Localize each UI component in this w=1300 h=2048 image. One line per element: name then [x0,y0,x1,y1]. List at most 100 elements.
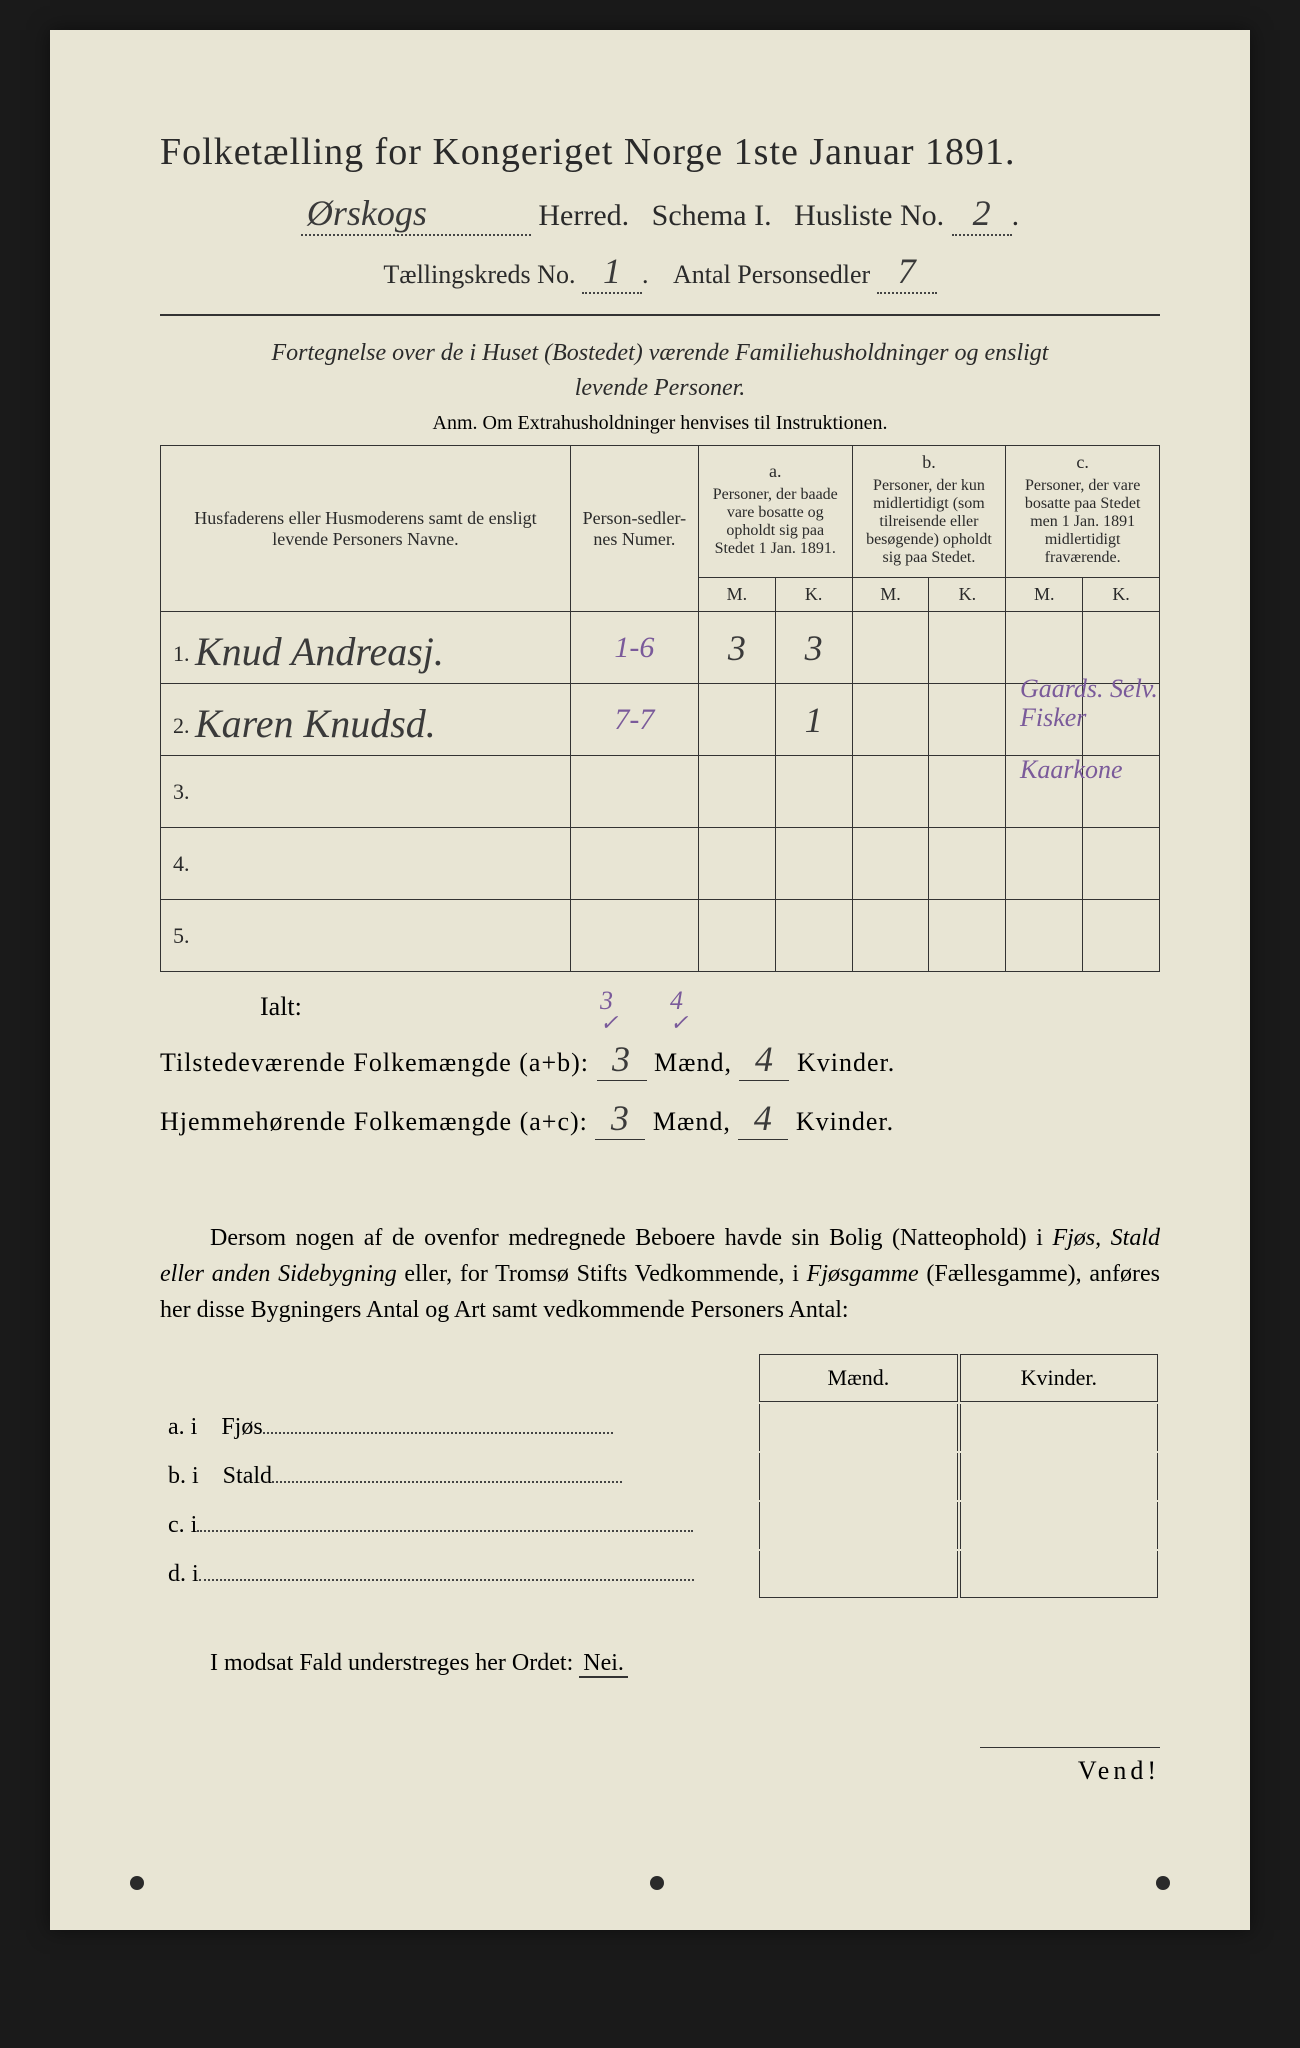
footer-line: I modsat Fald understreges her Ordet: Ne… [160,1650,1160,1677]
bt-k [960,1502,1158,1549]
cell-ak [775,828,852,900]
cell-name: 2. Karen Knudsd. [161,684,571,756]
table-row: 2. Karen Knudsd. 7-7 1 [161,684,1160,756]
th-ck: K. [1083,578,1160,612]
para-2: eller, for Tromsø Stifts Vedkommende, i [397,1261,807,1287]
ialt-label: Ialt: [160,992,1160,1022]
maend-label: Mænd, [653,1107,731,1136]
cell-name: 5. [161,900,571,972]
header-line-1: Ørskogs Herred. Schema I. Husliste No. 2… [160,192,1160,236]
husliste-label: Husliste No. [794,199,944,232]
cell-bk [929,612,1006,684]
bt-row: a. i Fjøs [162,1404,1158,1451]
row-num: 1. [173,641,190,666]
main-table-wrapper: Husfaderens eller Husmoderens samt de en… [160,445,1160,972]
th-numer: Person-sedler-nes Numer. [570,446,698,612]
bt-name: Stald [223,1463,272,1489]
para-i2: Fjøsgamme [807,1261,919,1287]
row-name: Karen Knudsd. [195,701,436,746]
check-m: ✓ [600,1010,618,1036]
summary-1-label: Tilstedeværende Folkemængde (a+b): [160,1048,589,1077]
val: 3 [805,628,823,668]
paragraph: Dersom nogen af de ovenfor medregnede Be… [160,1220,1160,1328]
husliste-value: 2 [952,192,1012,236]
cell-cm [1006,612,1083,684]
description-1: Fortegnelse over de i Huset (Bostedet) v… [160,340,1160,367]
cell-bm [852,900,929,972]
vend-label: Vend! [980,1747,1160,1786]
summary-2: Hjemmehørende Folkemængde (a+c): 3 Mænd,… [160,1097,1160,1140]
cell-ak [775,756,852,828]
cell-cm [1006,900,1083,972]
cell-ak: 3 [775,612,852,684]
val: 1 [805,700,823,740]
table-row: 5. [161,900,1160,972]
cell-name: 3. [161,756,571,828]
herred-value: Ørskogs [301,192,531,236]
bt-cell: b. i Stald [162,1453,757,1500]
th-am: M. [698,578,775,612]
bt-label: b. i [168,1463,199,1489]
th-col-c: c. Personer, der vare bosatte paa Stedet… [1006,446,1160,578]
anm-note: Anm. Om Extrahusholdninger henvises til … [160,412,1160,435]
pin-icon [650,1876,664,1890]
th-names: Husfaderens eller Husmoderens samt de en… [161,446,571,612]
kvinder-label: Kvinder. [797,1048,895,1077]
summary-1: Tilstedeværende Folkemængde (a+b): 3 Mæn… [160,1038,1160,1081]
para-1: Dersom nogen af de ovenfor medregnede Be… [210,1225,1052,1251]
cell-am: 3 [698,612,775,684]
bt-k [960,1551,1158,1598]
row-num: 2. [173,713,190,738]
building-table: Mænd. Kvinder. a. i Fjøs b. i Stald c. i… [160,1352,1160,1600]
bt-k [960,1453,1158,1500]
cell-numer [570,756,698,828]
th-c-text: Personer, der vare bosatte paa Stedet me… [1010,473,1155,571]
bt-label: c. i [168,1512,197,1538]
bt-m [759,1551,957,1598]
antal-label: Antal Personsedler [673,260,870,289]
th-cm: M. [1006,578,1083,612]
pin-icon [1156,1876,1170,1890]
th-c-label: c. [1010,452,1155,473]
cell-ak [775,900,852,972]
table-row: 4. [161,828,1160,900]
bt-kvinder: Kvinder. [960,1354,1158,1402]
summary-1-m: 3 [597,1038,647,1081]
cell-numer: 1-6 [570,612,698,684]
summary-2-m: 3 [595,1097,645,1140]
th-col-a: a. Personer, der baade vare bosatte og o… [698,446,852,578]
cell-bk [929,900,1006,972]
cell-bk [929,828,1006,900]
row-note-2: Kaarkone [1020,755,1190,785]
row-name: Knud Andreasj. [195,629,444,674]
cell-name: 1. Knud Andreasj. [161,612,571,684]
cell-am [698,900,775,972]
th-col-b: b. Personer, der kun midlertidigt (som t… [852,446,1006,578]
bt-cell: c. i [162,1502,757,1549]
kreds-label: Tællingskreds No. [383,260,575,289]
bt-cell: a. i Fjøs [162,1404,757,1451]
antal-value: 7 [877,250,937,294]
check-k: ✓ [670,1010,688,1036]
row-numer: 7-7 [614,703,654,736]
cell-bk [929,756,1006,828]
header-line-2: Tællingskreds No. 1. Antal Personsedler … [160,250,1160,294]
bt-label: a. i [168,1414,197,1440]
maend-label: Mænd, [654,1048,732,1077]
nei-word: Nei. [579,1650,628,1678]
herred-label: Herred. [538,199,629,232]
summary-2-k: 4 [738,1097,788,1140]
row-numer: 1-6 [614,631,654,664]
table-row: 1. Knud Andreasj. 1-6 3 3 [161,612,1160,684]
th-a-label: a. [703,461,848,482]
bt-row: d. i [162,1551,1158,1598]
cell-am [698,684,775,756]
summary-2-label: Hjemmehørende Folkemængde (a+c): [160,1107,588,1136]
cell-bm [852,828,929,900]
cell-name: 4. [161,828,571,900]
kreds-value: 1 [582,250,642,294]
census-form-page: Folketælling for Kongeriget Norge 1ste J… [50,30,1250,1930]
val: 3 [728,628,746,668]
cell-numer: 7-7 [570,684,698,756]
bt-row: b. i Stald [162,1453,1158,1500]
